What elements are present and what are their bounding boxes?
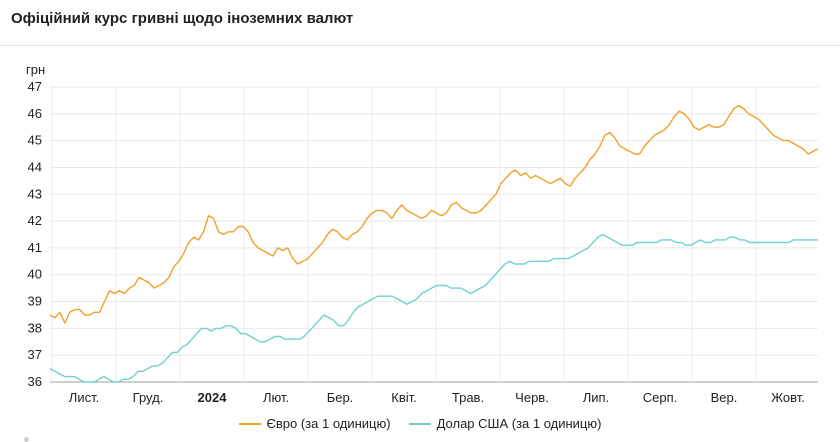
page-title: Офіційний курс гривні щодо іноземних вал… xyxy=(11,10,354,27)
header-divider xyxy=(0,45,840,46)
chart-axes: 36 37 38 39 40 41 42 43 44 45 46 47 грн Лист. Груд. 202… xyxy=(26,62,805,405)
x-tick-label: Лип. xyxy=(583,390,609,405)
chart-legend: Євро (за 1 одиницю) Долар США (за 1 один… xyxy=(0,416,840,431)
x-tick-label: Трав. xyxy=(452,390,484,405)
legend-label-euro: Євро (за 1 одиницю) xyxy=(266,416,391,431)
y-axis-label: грн xyxy=(26,62,45,77)
y-tick-label: 38 xyxy=(28,320,42,335)
legend-item-euro[interactable]: Євро (за 1 одиницю) xyxy=(238,416,391,431)
legend-swatch-usd xyxy=(408,422,431,425)
y-tick-label: 43 xyxy=(28,186,42,201)
series-line-euro xyxy=(49,105,819,324)
y-tick-label: 41 xyxy=(28,240,42,255)
y-tick-label: 36 xyxy=(28,374,42,389)
y-tick-label: 40 xyxy=(28,267,42,282)
y-tick-label: 42 xyxy=(28,213,42,228)
x-tick-label: Жовт. xyxy=(771,390,805,405)
x-tick-label: Бер. xyxy=(327,390,354,405)
legend-label-usd: Долар США (за 1 одиницю) xyxy=(436,416,602,431)
x-tick-label: Квіт. xyxy=(391,390,417,405)
x-tick-label: 2024 xyxy=(198,390,228,405)
chart-series xyxy=(49,105,819,383)
y-tick-label: 45 xyxy=(28,133,42,148)
x-tick-label: Лют. xyxy=(263,390,289,405)
chart-grid xyxy=(50,86,818,383)
scroll-indicator xyxy=(24,437,29,442)
y-tick-label: 44 xyxy=(28,159,42,174)
y-tick-label: 46 xyxy=(28,106,42,121)
x-tick-label: Черв. xyxy=(515,390,549,405)
y-tick-label: 37 xyxy=(28,347,42,362)
series-line-usd xyxy=(49,233,818,383)
x-tick-label: Лист. xyxy=(69,390,99,405)
x-tick-label: Груд. xyxy=(133,390,164,405)
y-tick-label: 39 xyxy=(28,294,42,309)
y-tick-label: 47 xyxy=(28,79,42,94)
x-tick-label: Вер. xyxy=(711,390,738,405)
x-tick-label: Серп. xyxy=(643,390,678,405)
legend-swatch-euro xyxy=(238,422,261,425)
legend-item-usd[interactable]: Долар США (за 1 одиницю) xyxy=(408,416,602,431)
